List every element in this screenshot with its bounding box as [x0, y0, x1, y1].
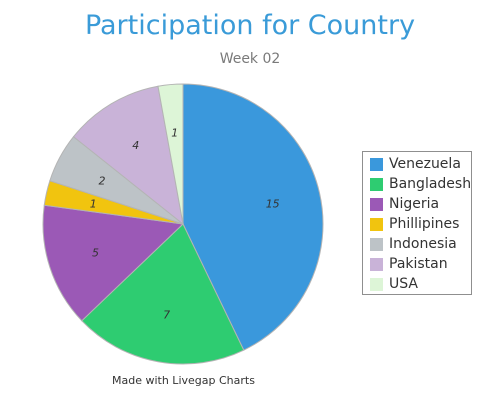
legend-label: USA	[389, 276, 418, 292]
data-label-nigeria: 5	[92, 246, 99, 259]
legend-swatch	[370, 277, 383, 291]
data-label-venezuela: 15	[266, 198, 280, 211]
legend-swatch	[370, 197, 383, 211]
legend-swatch	[370, 217, 383, 231]
chart-subtitle: Week 02	[219, 51, 281, 67]
data-label-indonesia: 2	[99, 174, 106, 187]
legend-label: Indonesia	[389, 236, 457, 252]
pie-slice-nigeria	[42, 204, 185, 322]
legend-label: Nigeria	[389, 196, 440, 212]
legend-item-nigeria: Nigeria	[370, 194, 471, 214]
legend-swatch	[370, 177, 383, 191]
legend-label: Bangladesh	[389, 176, 472, 192]
pie-slice-pakistan	[72, 85, 184, 226]
legend-label: Phillipines	[389, 216, 460, 232]
legend-swatch	[370, 257, 383, 271]
pie-slice-usa	[157, 83, 184, 225]
legend-swatch	[370, 237, 383, 251]
legend: Venezuela Bangladesh Nigeria Phillipines Ind…	[362, 151, 472, 295]
pie-slice-venezuela	[182, 83, 324, 351]
chart-title: Participation for Country	[84, 10, 416, 41]
legend-swatch	[370, 157, 383, 171]
legend-item-phillipines: Phillipines	[370, 214, 471, 234]
legend-item-indonesia: Indonesia	[370, 234, 471, 254]
data-label-bangladesh: 7	[163, 309, 170, 322]
data-label-usa: 1	[171, 126, 178, 139]
pie-slices	[42, 83, 324, 365]
legend-item-pakistan: Pakistan	[370, 254, 471, 274]
legend-label: Pakistan	[389, 256, 448, 272]
credit-text: Made with Livegap Charts	[112, 374, 255, 387]
data-label-pakistan: 4	[132, 139, 139, 152]
data-label-phillipines: 1	[90, 198, 97, 211]
legend-item-usa: USA	[370, 274, 471, 294]
legend-item-venezuela: Venezuela	[370, 154, 471, 174]
legend-label: Venezuela	[389, 156, 461, 172]
pie-slice-bangladesh	[81, 223, 245, 365]
legend-item-bangladesh: Bangladesh	[370, 174, 471, 194]
